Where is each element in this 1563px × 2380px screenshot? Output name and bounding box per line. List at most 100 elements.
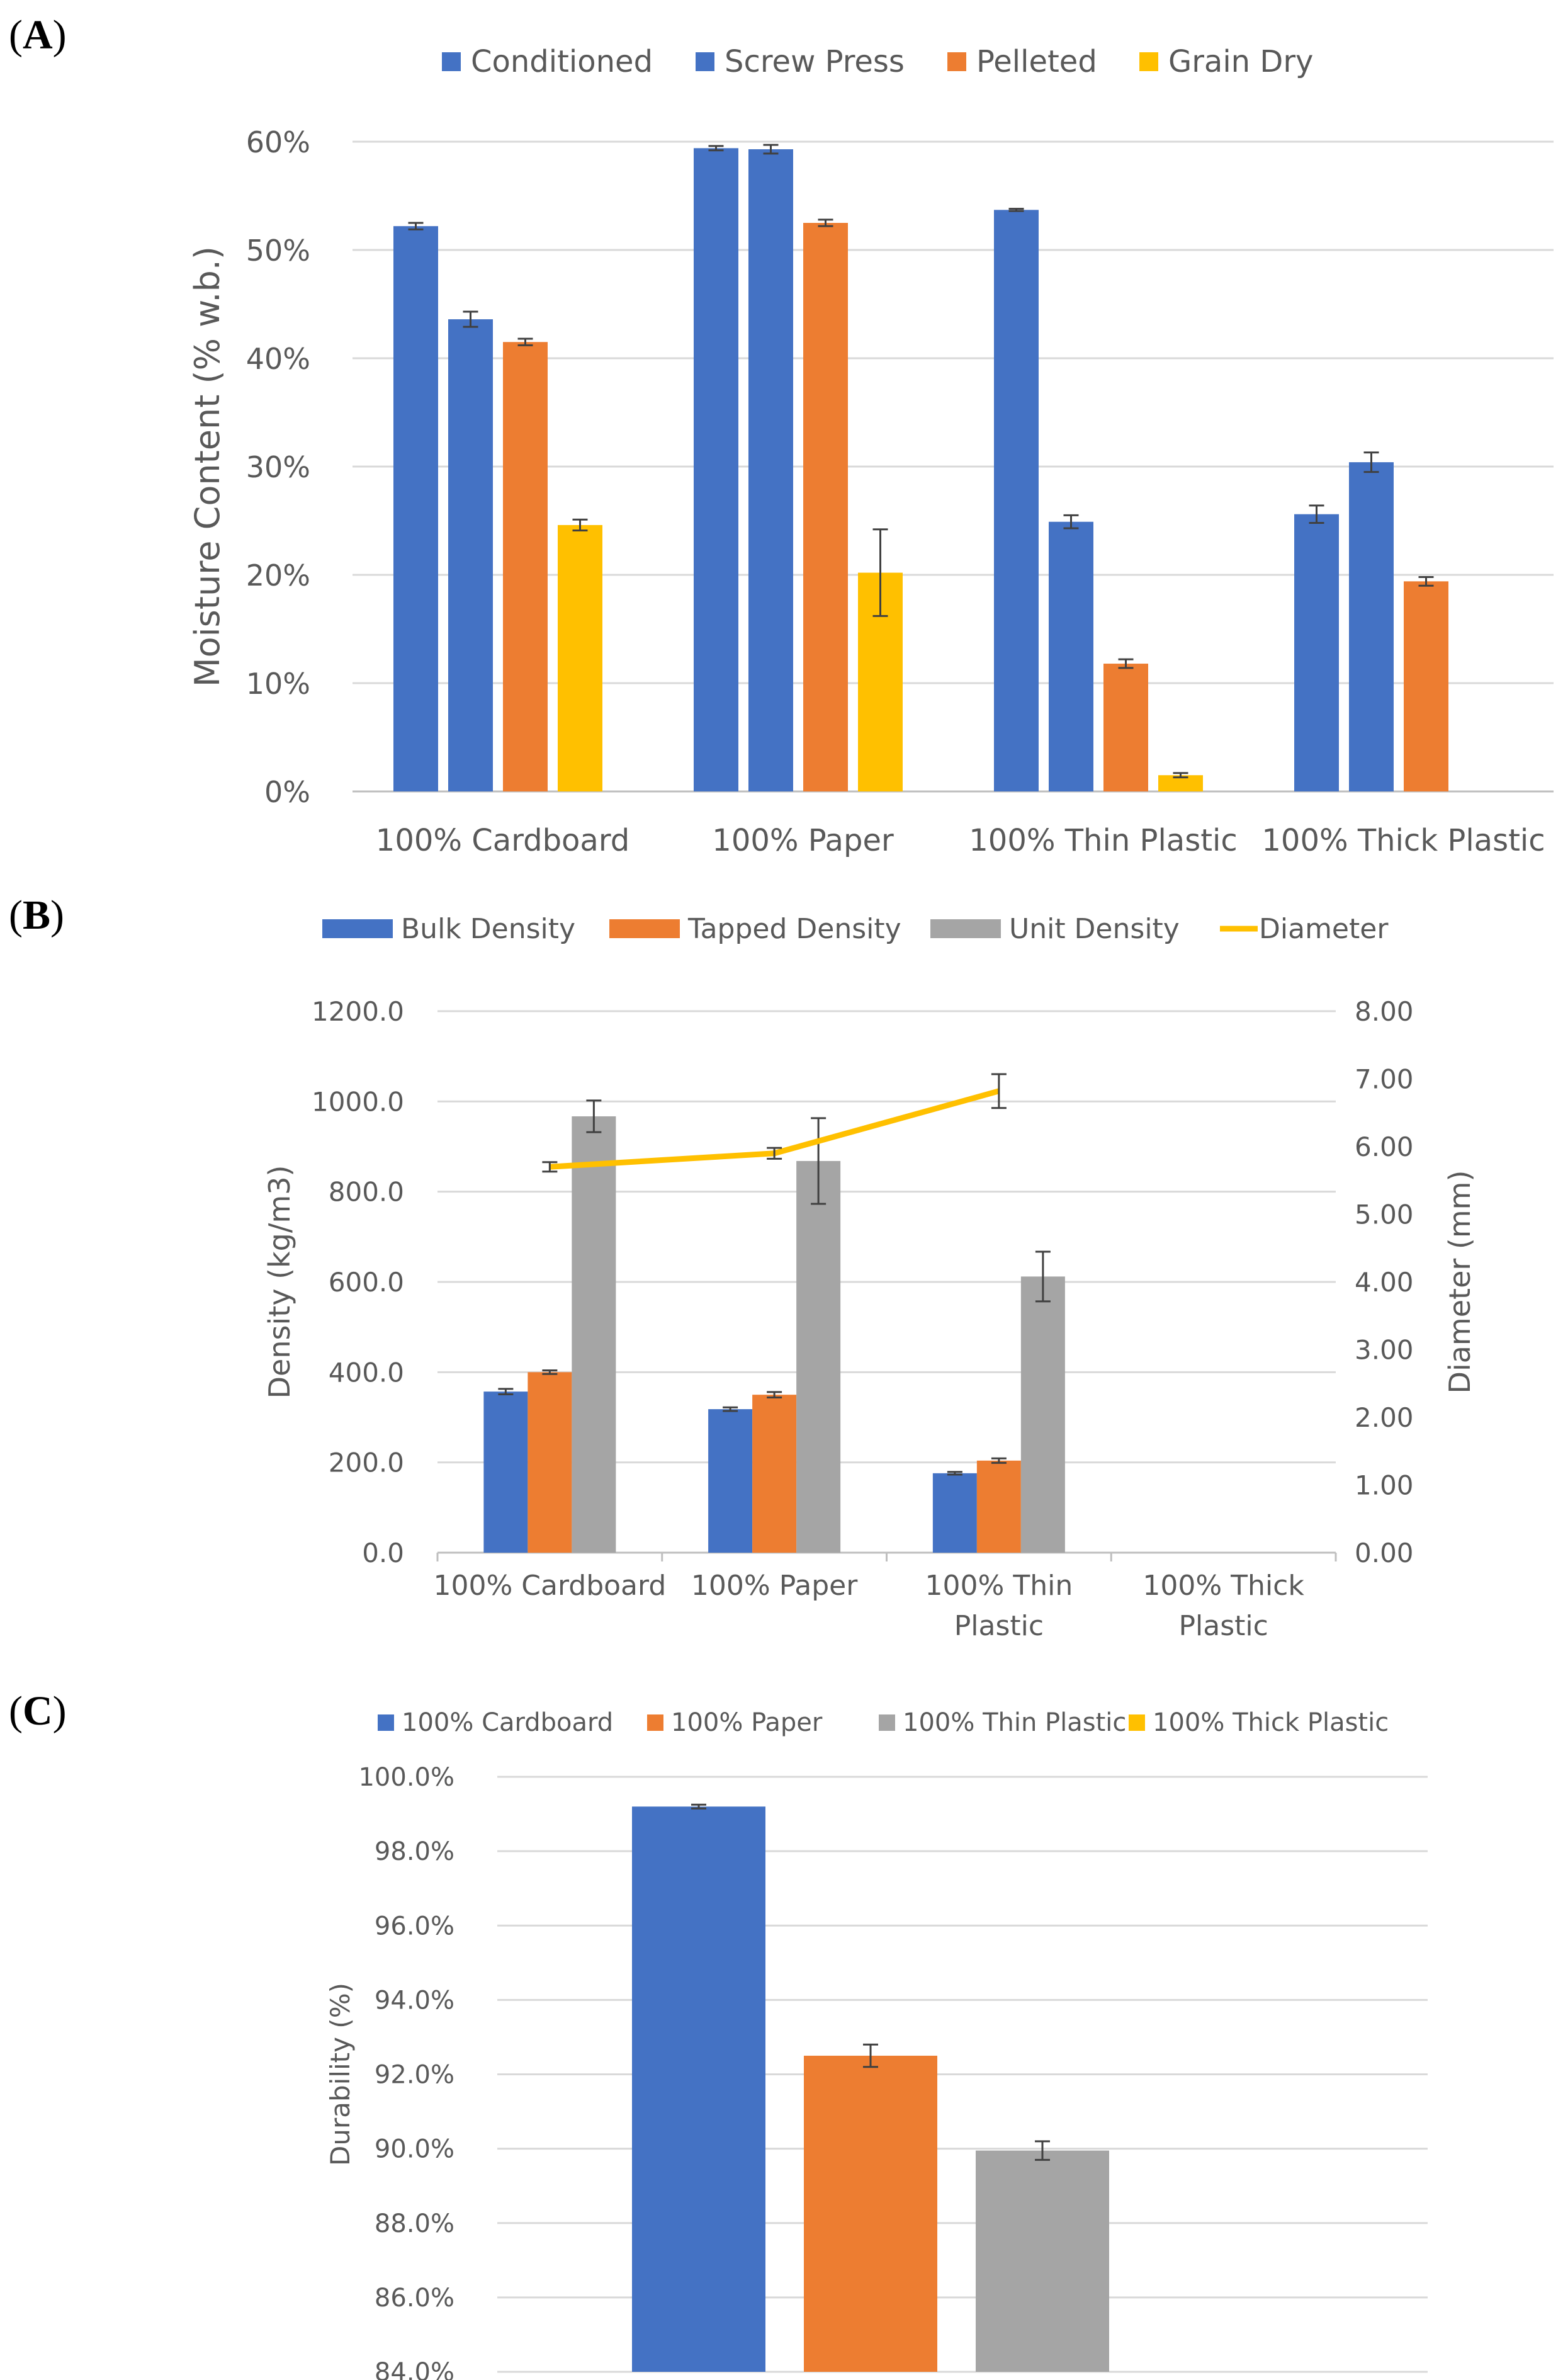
y-tick-label: 10% [246, 667, 310, 701]
legend-label: Conditioned [471, 44, 653, 79]
error-bar [1309, 504, 1324, 524]
bar-grain-dry [558, 524, 602, 791]
bar-bulk-density [708, 1409, 753, 1553]
error-bar [872, 528, 888, 617]
legend-swatch [879, 1714, 895, 1731]
legend-label: Grain Dry [1168, 44, 1313, 79]
legend-swatch [1129, 1714, 1145, 1731]
y-tick-label: 98.0% [375, 1837, 454, 1866]
error-bar [1035, 1250, 1051, 1303]
bar-tapped-density [528, 1372, 572, 1553]
error-bar [723, 1406, 738, 1412]
legend-label: Diameter [1259, 913, 1389, 945]
error-bar [517, 337, 533, 346]
error-bar [542, 1369, 558, 1375]
y2-tick-label: 3.00 [1355, 1335, 1414, 1366]
bar-tapped-density [752, 1395, 797, 1553]
legend-label: 100% Cardboard [402, 1708, 613, 1737]
legend-swatch [378, 1714, 394, 1731]
error-bar [991, 1457, 1007, 1464]
x-tick-label: 100% Paper [712, 823, 894, 858]
error-bar [1008, 208, 1024, 212]
bar-pelleted [503, 342, 548, 791]
bar-conditioned [694, 148, 738, 791]
y2-tick-label: 7.00 [1355, 1064, 1414, 1095]
y2-tick-label: 5.00 [1355, 1199, 1414, 1230]
legend-swatch [322, 919, 393, 938]
y-tick-label: 1200.0 [312, 996, 404, 1027]
bar-conditioned [994, 210, 1039, 791]
x-tick-label: Plastic [954, 1610, 1044, 1642]
bar-unit-density [796, 1160, 841, 1553]
y-tick-label: 88.0% [375, 2209, 454, 2238]
y-axis-title: Density (kg/m3) [262, 1165, 296, 1399]
error-bar [947, 1471, 962, 1476]
y-tick-label: 100.0% [358, 1763, 454, 1792]
legend-label: Pelleted [976, 44, 1097, 79]
y-tick-label: 600.0 [329, 1267, 404, 1298]
error-bar [1363, 451, 1379, 473]
legend-label: 100% Thick Plastic [1153, 1708, 1389, 1737]
bar-pelleted [803, 223, 848, 791]
legend-swatch [696, 52, 714, 71]
bar-pelleted [1404, 581, 1448, 791]
y2-tick-label: 0.00 [1355, 1538, 1414, 1568]
y2-axis-title: Diameter (mm) [1443, 1170, 1477, 1394]
bar-screw-press [1049, 521, 1093, 791]
moisture-content-chart: 0% 10% 20% 30% 40% 50% 60% Moisture Content (% … [188, 44, 1554, 858]
error-bar [811, 1117, 827, 1205]
error-bar [863, 2043, 878, 2068]
error-bar [1418, 575, 1434, 587]
bar-bulk-density [483, 1391, 528, 1553]
y-axis-title: Durability (%) [325, 1983, 356, 2166]
bar-100-thin-plastic [976, 2150, 1109, 2372]
y-tick-label: 200.0 [329, 1448, 404, 1478]
y2-tick-label: 2.00 [1355, 1402, 1414, 1433]
diameter-error-bar [991, 1073, 1007, 1109]
error-bar [1118, 658, 1134, 669]
legend-swatch [609, 919, 680, 938]
legend-swatch [930, 919, 1001, 938]
bar-pelleted [1103, 664, 1148, 791]
legend-label: Bulk Density [401, 913, 575, 945]
bar-screw-press [748, 149, 793, 792]
y2-tick-label: 6.00 [1355, 1131, 1414, 1162]
legend-swatch [1139, 52, 1158, 71]
error-bar [498, 1388, 514, 1395]
legend-swatch [442, 52, 461, 71]
legend-swatch [947, 52, 966, 71]
y-tick-label: 60% [246, 125, 310, 159]
y2-tick-label: 4.00 [1355, 1267, 1414, 1298]
legend-label: Tapped Density [687, 913, 901, 945]
y-tick-label: 50% [246, 234, 310, 268]
y-tick-label: 92.0% [375, 2061, 454, 2090]
y-tick-label: 0% [264, 775, 310, 809]
y-tick-label: 20% [246, 558, 310, 592]
bar-100-paper [804, 2055, 937, 2372]
bar-conditioned [393, 226, 438, 791]
error-bar [586, 1099, 602, 1133]
bar-screw-press [1349, 462, 1394, 791]
x-tick-label: 100% Thin Plastic [969, 823, 1238, 858]
bar-screw-press [448, 319, 493, 792]
error-bar [763, 144, 779, 155]
panel-label-a: (A) [9, 12, 67, 58]
y-tick-label: 0.0 [362, 1538, 404, 1568]
legend-label: Unit Density [1009, 913, 1180, 945]
y-tick-label: 1000.0 [312, 1086, 404, 1117]
y2-tick-label: 1.00 [1355, 1470, 1414, 1501]
diameter-error-bar [767, 1147, 782, 1160]
panel-letter-b: B [22, 892, 51, 938]
y-tick-label: 400.0 [329, 1357, 404, 1388]
bar-100-cardboard [632, 1806, 765, 2372]
y-tick-label: 800.0 [329, 1177, 404, 1208]
error-bar [408, 222, 424, 230]
error-bar [767, 1391, 782, 1398]
error-bar [1063, 514, 1079, 530]
error-bar [708, 145, 724, 152]
legend-label: Screw Press [725, 44, 905, 79]
panel-letter-c: C [22, 1688, 53, 1734]
y-tick-label: 94.0% [375, 1986, 454, 2015]
density-diameter-chart: 0.0 200.0 400.0 600.0 800.0 1000.0 1200.0 0.00 1… [262, 913, 1477, 1642]
error-bar [572, 518, 588, 531]
